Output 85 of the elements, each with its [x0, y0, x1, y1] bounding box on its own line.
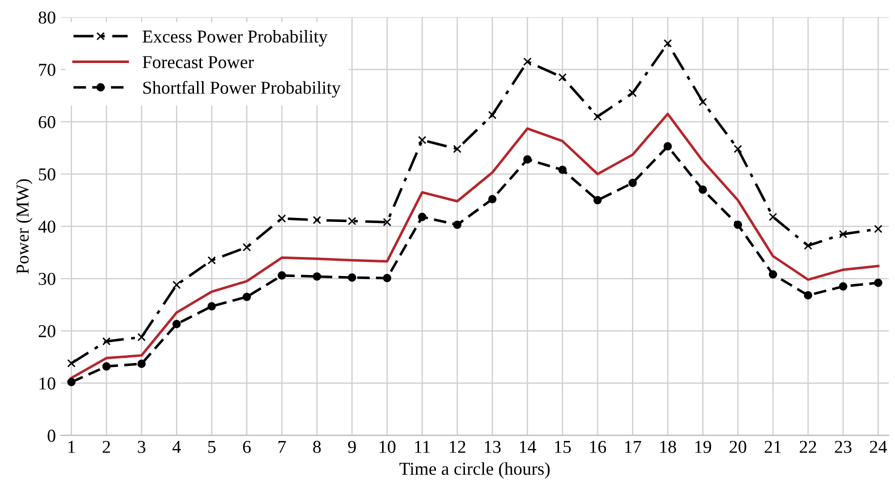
x-axis-title: Time a circle (hours) — [399, 462, 550, 479]
point — [593, 112, 602, 121]
point — [312, 272, 322, 281]
point — [382, 274, 392, 282]
y-tick-label: 30 — [38, 272, 56, 286]
point — [137, 332, 146, 342]
x-tick-label: 17 — [625, 440, 642, 453]
legend-label: Forecast Power — [142, 56, 254, 68]
y-tick-label: 70 — [39, 64, 56, 76]
point — [768, 212, 778, 222]
point — [558, 166, 567, 174]
y-tick-label: 20 — [38, 325, 56, 338]
y-tick-label: 80 — [38, 11, 56, 24]
point — [804, 291, 812, 300]
x-tick-label: 13 — [484, 440, 501, 453]
point — [208, 302, 216, 310]
point — [312, 216, 322, 224]
point — [242, 243, 251, 252]
x-tick-label: 3 — [138, 440, 146, 453]
x-tick-label: 23 — [834, 440, 852, 453]
x-tick-label: 22 — [800, 440, 816, 453]
x-tick-label: 10 — [380, 440, 396, 453]
point — [874, 224, 882, 234]
x-tick-label: 8 — [313, 440, 321, 453]
point — [698, 98, 707, 106]
point — [418, 136, 426, 144]
point — [874, 278, 882, 287]
y-axis-title: Power (MW) — [16, 179, 32, 274]
point — [734, 144, 742, 154]
x-tick-label: 21 — [764, 440, 781, 453]
point — [348, 273, 356, 282]
point — [453, 220, 462, 229]
y-tick-label: 50 — [38, 168, 56, 180]
point — [804, 241, 812, 250]
point — [453, 144, 462, 154]
point — [664, 39, 672, 48]
legend-label: Excess Power Probability — [142, 30, 328, 46]
point — [382, 218, 392, 226]
y-tick-label: 60 — [38, 116, 56, 128]
point — [488, 110, 497, 120]
x-tick-label: 2 — [102, 440, 110, 453]
point — [768, 270, 778, 279]
x-tick-label: 16 — [590, 440, 606, 453]
point — [278, 214, 286, 223]
point — [242, 292, 251, 302]
y-tick-label: 10 — [40, 377, 56, 390]
x-tick-label: 1 — [68, 440, 75, 453]
x-tick-label: 4 — [172, 440, 181, 453]
point — [208, 256, 216, 264]
x-tick-label: 7 — [278, 440, 286, 453]
y-tick-label: 0 — [48, 430, 56, 442]
point — [523, 57, 532, 66]
x-tick-label: 9 — [348, 440, 356, 453]
point — [523, 155, 532, 164]
point — [102, 337, 111, 346]
point — [628, 178, 637, 188]
point — [102, 362, 111, 371]
point — [838, 230, 848, 238]
point — [348, 216, 356, 226]
x-tick-label: 15 — [555, 440, 571, 453]
x-tick-label: 11 — [415, 440, 430, 453]
point — [67, 378, 76, 386]
point — [137, 360, 146, 368]
point — [172, 320, 181, 328]
point — [698, 186, 707, 194]
point — [664, 142, 672, 151]
point — [593, 196, 602, 204]
point — [488, 194, 497, 204]
x-tick-label: 19 — [695, 440, 712, 453]
x-tick-label: 20 — [730, 440, 746, 453]
point — [838, 282, 848, 291]
x-tick-label: 18 — [660, 440, 676, 453]
point — [558, 73, 567, 82]
point — [278, 271, 286, 280]
x-tick-label: 5 — [208, 440, 216, 453]
y-tick-label: 40 — [38, 220, 56, 233]
point — [734, 220, 742, 229]
x-tick-label: 24 — [870, 440, 887, 453]
legend-label: Shortfall Power Probability — [143, 80, 341, 98]
x-tick-label: 14 — [520, 440, 536, 453]
x-tick-label: 12 — [450, 440, 466, 453]
point — [172, 280, 181, 290]
x-tick-label: 6 — [243, 440, 251, 453]
point — [418, 212, 426, 222]
point — [67, 359, 76, 368]
